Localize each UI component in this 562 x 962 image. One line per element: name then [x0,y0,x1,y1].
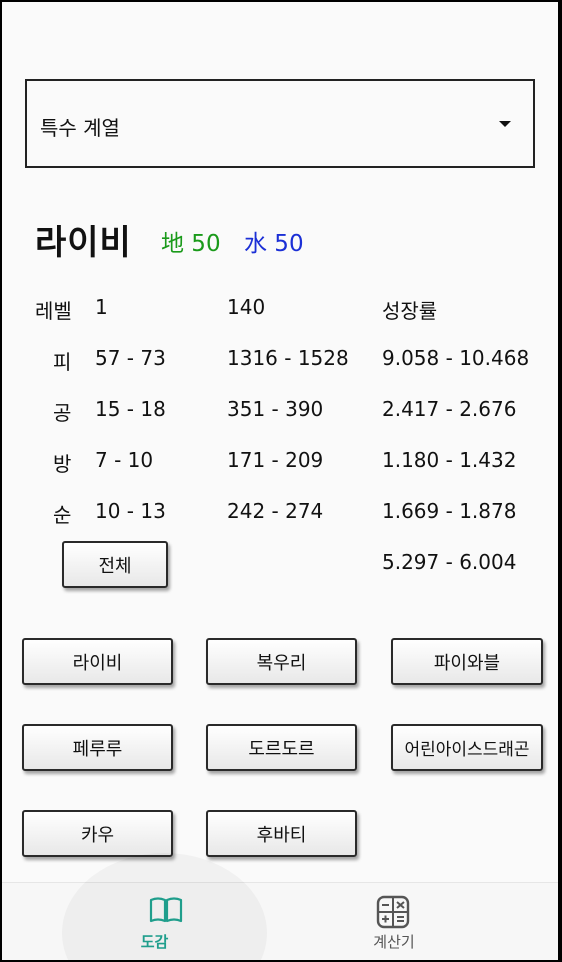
nav-tab-calculator[interactable]: 계산기 [280,883,558,960]
stat-attack-lv1: 15 - 18 [95,397,166,421]
stat-label-hp: 피 [53,350,72,374]
total-growth: 5.297 - 6.004 [382,550,517,574]
water-element-value: 水 50 [244,231,304,257]
stat-hp-growth: 9.058 - 10.468 [382,346,530,370]
nav-tab-encyclopedia[interactable]: 도감 [2,883,280,960]
stat-speed-growth: 1.669 - 1.878 [382,499,517,523]
stat-defense-growth: 1.180 - 1.432 [382,448,517,472]
stat-defense-lv140: 171 - 209 [227,448,324,472]
stat-speed-lv140: 242 - 274 [227,499,324,523]
growth-header: 성장률 [382,299,438,323]
stat-speed-lv1: 10 - 13 [95,499,166,523]
character-button[interactable]: 카우 [22,810,173,857]
character-button[interactable]: 후바티 [206,810,357,857]
character-button[interactable]: 라이비 [22,638,173,685]
nav-label-calculator: 계산기 [373,933,415,951]
nav-label-encyclopedia: 도감 [140,933,169,951]
character-button[interactable]: 어린아이스드래곤 [391,724,543,771]
character-button[interactable]: 페루루 [22,724,173,771]
level-1-header: 1 [95,295,108,319]
character-button[interactable]: 복우리 [206,638,357,685]
stat-defense-lv1: 7 - 10 [95,448,154,472]
dropdown-arrow-icon [499,121,511,127]
stat-label-attack: 공 [53,401,72,425]
character-button[interactable]: 파이와블 [391,638,543,685]
level-header-label: 레벨 [35,299,72,323]
stat-hp-lv1: 57 - 73 [95,346,166,370]
category-dropdown[interactable]: 특수 계열 [25,79,535,168]
earth-element-value: 地 50 [161,231,221,257]
stat-attack-growth: 2.417 - 2.676 [382,397,517,421]
bottom-navigation: 도감 계산기 [2,882,558,960]
book-icon [149,897,183,923]
stat-attack-lv140: 351 - 390 [227,397,324,421]
total-button[interactable]: 전체 [62,541,168,588]
character-button[interactable]: 도르도르 [206,724,357,771]
stat-label-defense: 방 [53,452,72,476]
level-140-header: 140 [227,295,266,319]
calculator-icon [376,895,410,929]
stat-hp-lv140: 1316 - 1528 [227,346,349,370]
stat-label-speed: 순 [53,503,72,527]
dropdown-selected-value: 특수 계열 [40,116,120,140]
character-name: 라이비 [35,223,132,263]
